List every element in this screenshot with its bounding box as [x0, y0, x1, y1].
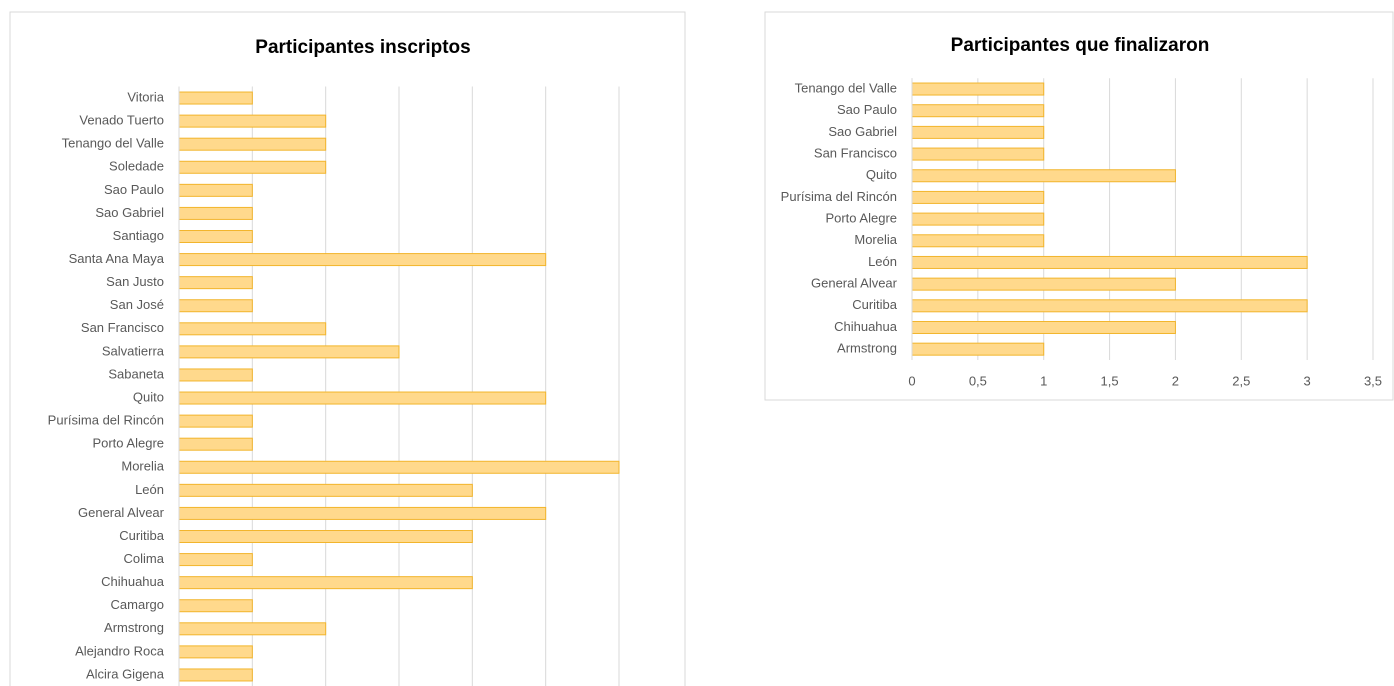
bar — [178, 114, 327, 128]
y-tick-label: Tenango del Valle — [62, 136, 164, 151]
y-tick-label: Camargo — [111, 597, 164, 612]
bar — [178, 230, 253, 243]
bar — [178, 276, 253, 290]
x-tick-label: 1,5 — [1101, 373, 1119, 388]
bar — [178, 253, 547, 267]
y-tick-label: San José — [110, 297, 164, 312]
chart-title: Participantes que finalizaron — [951, 35, 1210, 56]
y-tick-label: Tenango del Valle — [795, 80, 897, 95]
y-tick-label: Chihuahua — [101, 574, 165, 589]
y-tick-label: Morelia — [854, 232, 897, 247]
bar — [178, 414, 253, 428]
y-tick-label: Sao Gabriel — [828, 124, 897, 139]
y-tick-label: Quito — [866, 167, 897, 182]
bar — [911, 234, 1045, 248]
bar — [911, 342, 1045, 356]
y-tick-label: Colima — [124, 551, 165, 566]
bar — [178, 391, 547, 405]
chart-frame — [764, 11, 1394, 401]
bar — [911, 299, 1308, 313]
x-tick-label: 3,5 — [1364, 373, 1382, 388]
y-tick-label: Venado Tuerto — [79, 113, 164, 128]
bar — [178, 668, 253, 682]
y-tick-label: Sao Paulo — [104, 182, 164, 197]
bar — [178, 345, 400, 359]
y-tick-label: San Francisco — [814, 146, 897, 161]
bar — [178, 160, 327, 174]
y-tick-label: San Francisco — [81, 320, 164, 335]
bar — [178, 599, 253, 613]
y-tick-label: León — [135, 482, 164, 497]
bar — [178, 437, 253, 451]
y-tick-label: Quito — [133, 389, 164, 404]
y-tick-label: Vitoria — [127, 89, 164, 104]
bar — [178, 368, 253, 382]
bar — [178, 553, 253, 567]
chart-title: Participantes inscriptos — [255, 37, 470, 58]
y-tick-label: San Justo — [106, 274, 164, 289]
y-tick-label: Porto Alegre — [92, 436, 164, 451]
y-tick-label: Sao Paulo — [837, 102, 897, 117]
y-tick-label: Purísima del Rincón — [781, 189, 897, 204]
bar — [911, 147, 1045, 161]
bar — [178, 576, 473, 590]
bar — [911, 104, 1045, 118]
x-tick-label: 0,5 — [969, 373, 987, 388]
y-tick-label: Armstrong — [837, 341, 897, 356]
bar — [178, 622, 327, 636]
bar — [178, 645, 253, 659]
y-tick-label: General Alvear — [78, 505, 165, 520]
bar — [178, 506, 547, 520]
bar — [911, 125, 1045, 139]
y-tick-label: Porto Alegre — [825, 211, 897, 226]
y-tick-label: Armstrong — [104, 620, 164, 635]
x-tick-label: 2 — [1172, 373, 1179, 388]
bar — [178, 460, 620, 474]
bar — [911, 169, 1176, 183]
y-tick-label: Alcira Gigena — [86, 666, 165, 681]
y-tick-label: Santa Ana Maya — [69, 251, 165, 266]
x-tick-label: 1 — [1040, 373, 1047, 388]
y-tick-label: León — [868, 254, 897, 269]
y-tick-label: Alejandro Roca — [75, 643, 165, 658]
bar — [911, 277, 1176, 291]
x-tick-label: 0 — [908, 373, 915, 388]
x-tick-label: 3 — [1304, 373, 1311, 388]
bar — [178, 299, 253, 313]
bar — [178, 183, 253, 197]
bar — [911, 255, 1308, 269]
y-tick-label: Curitiba — [119, 528, 165, 543]
y-tick-label: Sabaneta — [108, 366, 164, 381]
y-tick-label: Purísima del Rincón — [48, 413, 164, 428]
bar — [911, 190, 1045, 204]
bar — [178, 483, 473, 497]
bar — [178, 91, 253, 105]
bar — [178, 137, 327, 151]
bar — [178, 530, 473, 543]
bar — [911, 82, 1045, 96]
x-tick-label: 2,5 — [1232, 373, 1250, 388]
bar — [178, 206, 253, 220]
y-tick-label: Curitiba — [852, 297, 898, 312]
y-tick-label: Morelia — [121, 459, 164, 474]
bar — [911, 212, 1045, 226]
y-tick-label: Salvatierra — [102, 343, 165, 358]
y-tick-label: Sao Gabriel — [95, 205, 164, 220]
bar — [911, 320, 1176, 334]
y-tick-label: General Alvear — [811, 276, 898, 291]
bar — [178, 322, 327, 336]
y-tick-label: Soledade — [109, 159, 164, 174]
y-tick-label: Chihuahua — [834, 319, 898, 334]
y-tick-label: Santiago — [113, 228, 164, 243]
